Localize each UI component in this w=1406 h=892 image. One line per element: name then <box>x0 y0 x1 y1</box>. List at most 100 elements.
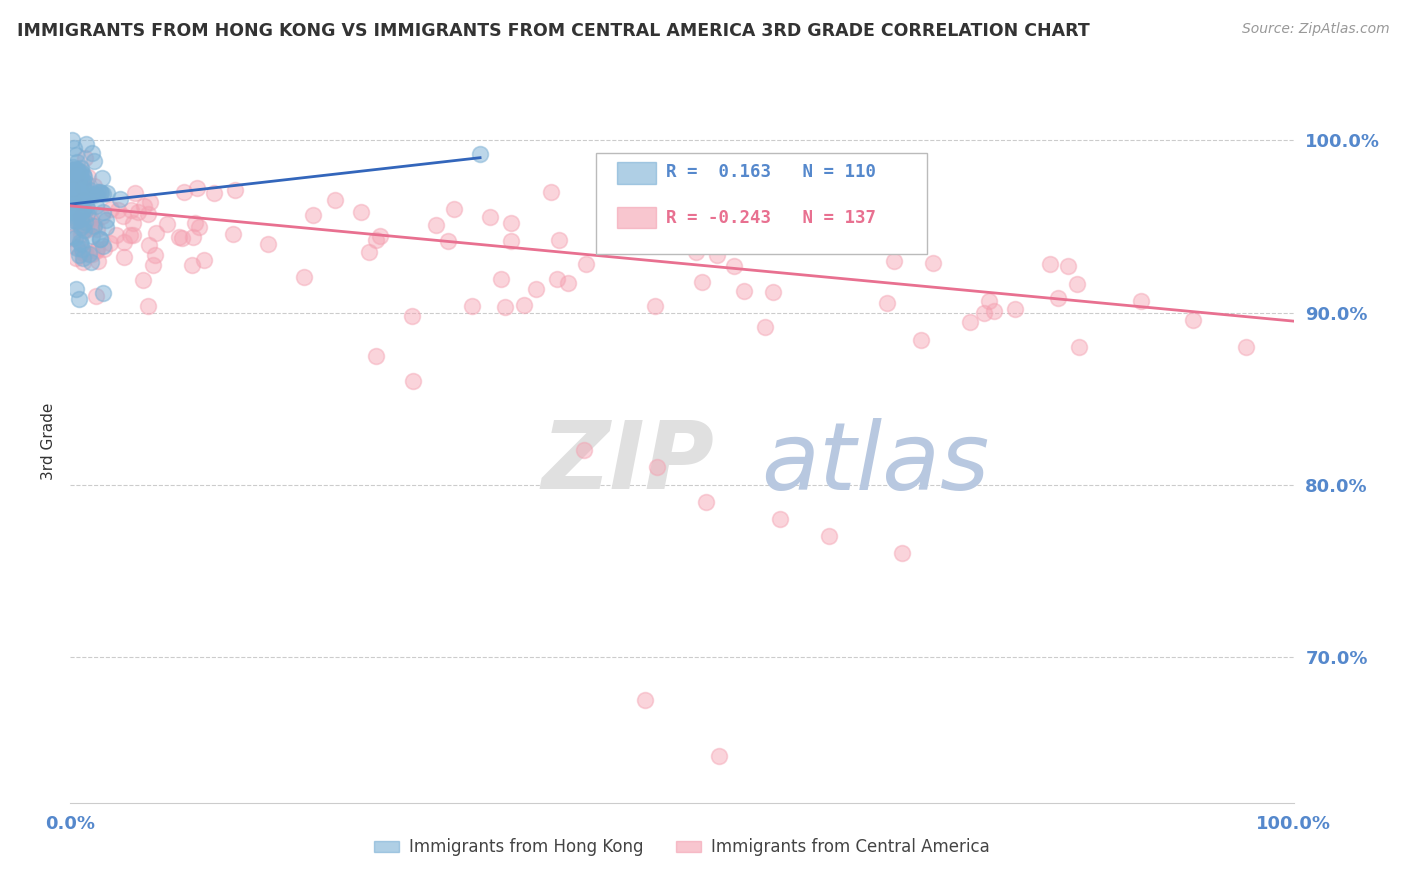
Point <box>62 204 84 219</box>
Point <box>60 167 83 181</box>
Point <box>69 183 91 197</box>
Point <box>70 218 93 232</box>
Point <box>94 213 117 227</box>
Text: IMMIGRANTS FROM HONG KONG VS IMMIGRANTS FROM CENTRAL AMERICA 3RD GRADE CORRELATI: IMMIGRANTS FROM HONG KONG VS IMMIGRANTS … <box>17 22 1090 40</box>
Point <box>1004 301 1026 316</box>
Point <box>69 221 91 235</box>
Point <box>910 334 932 348</box>
Point <box>1039 257 1062 271</box>
Point <box>86 289 108 303</box>
Point <box>695 494 717 508</box>
Point <box>762 285 785 299</box>
Point <box>302 208 325 222</box>
Point <box>63 179 86 194</box>
Point <box>65 162 87 177</box>
Point <box>63 170 86 185</box>
Point <box>1067 340 1090 354</box>
Point <box>90 186 112 200</box>
Point <box>66 164 89 178</box>
Point <box>169 230 191 244</box>
Point <box>72 193 94 207</box>
Point <box>292 269 315 284</box>
Point <box>1066 277 1088 291</box>
Point <box>172 231 194 245</box>
Point <box>461 299 484 313</box>
Point <box>72 245 94 260</box>
Point <box>80 221 103 235</box>
Point <box>72 178 94 192</box>
Point <box>79 183 101 197</box>
Point <box>401 309 423 323</box>
Point <box>96 186 118 201</box>
Point <box>959 315 981 329</box>
Point <box>489 272 512 286</box>
Point <box>82 187 104 202</box>
Point <box>93 242 115 256</box>
Point <box>91 170 114 185</box>
Point <box>60 189 83 203</box>
Point <box>60 168 83 182</box>
Text: ZIP: ZIP <box>541 417 714 509</box>
Point <box>979 294 1001 309</box>
Point <box>1047 291 1070 305</box>
Point <box>69 161 91 175</box>
Point <box>60 202 83 216</box>
Point <box>60 162 83 177</box>
Point <box>66 185 89 199</box>
Point <box>707 749 730 764</box>
Point <box>138 207 160 221</box>
Point <box>548 233 571 247</box>
Point <box>70 185 93 199</box>
Point <box>891 546 914 560</box>
Point <box>84 199 107 213</box>
Point <box>73 215 96 229</box>
Point <box>66 163 89 178</box>
Point <box>60 192 83 206</box>
Point <box>224 182 246 196</box>
Point <box>82 246 104 260</box>
Point <box>76 201 98 215</box>
Point <box>120 203 142 218</box>
Point <box>72 180 94 194</box>
Point <box>63 171 86 186</box>
Point <box>121 228 143 243</box>
Point <box>112 250 135 264</box>
Point <box>876 296 898 310</box>
Point <box>87 254 110 268</box>
Point <box>65 203 87 218</box>
Point <box>66 212 89 227</box>
Point <box>77 246 100 260</box>
FancyBboxPatch shape <box>617 207 657 228</box>
Point <box>368 228 391 243</box>
Point <box>124 186 146 201</box>
Point <box>443 202 465 216</box>
Point <box>60 186 83 200</box>
Point <box>73 205 96 219</box>
Point <box>82 229 104 244</box>
Point <box>62 161 84 175</box>
Point <box>80 211 103 226</box>
Point <box>145 227 167 241</box>
Point <box>62 200 84 214</box>
Text: R = -0.243   N = 137: R = -0.243 N = 137 <box>666 209 876 227</box>
Text: atlas: atlas <box>762 417 990 508</box>
Point <box>142 258 165 272</box>
Point <box>468 147 491 161</box>
Point <box>67 239 90 253</box>
Point <box>86 242 108 256</box>
Point <box>143 248 166 262</box>
Point <box>73 151 96 165</box>
Point <box>188 220 211 235</box>
Point <box>644 299 666 313</box>
Point <box>546 272 568 286</box>
Point <box>769 512 792 526</box>
Point <box>723 260 745 274</box>
Point <box>65 212 87 227</box>
Point <box>83 219 105 233</box>
Point <box>91 285 114 300</box>
Point <box>501 216 523 230</box>
Text: Source: ZipAtlas.com: Source: ZipAtlas.com <box>1241 22 1389 37</box>
Point <box>323 194 346 208</box>
Point <box>72 254 94 268</box>
Point <box>60 214 83 228</box>
